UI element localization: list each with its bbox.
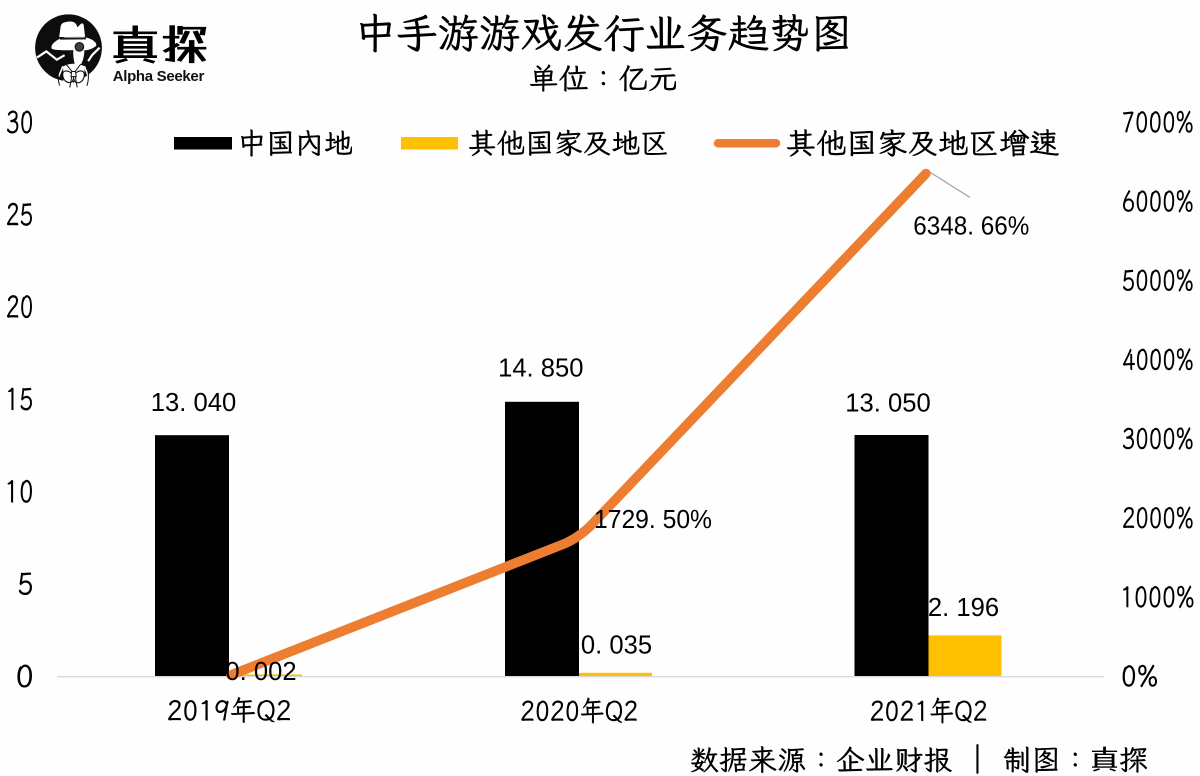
svg-text:Alpha Seeker: Alpha Seeker [113,68,205,85]
svg-text:6348. 66%: 6348. 66% [913,212,1029,240]
svg-text:0. 035: 0. 035 [581,631,652,659]
svg-text:13. 050: 13. 050 [845,389,930,417]
svg-text:2. 196: 2. 196 [928,594,999,622]
svg-text:14. 850: 14. 850 [498,354,583,382]
svg-text:0. 002: 0. 002 [225,658,296,686]
svg-text:1729. 50%: 1729. 50% [594,506,712,534]
svg-text:13. 040: 13. 040 [151,389,236,417]
